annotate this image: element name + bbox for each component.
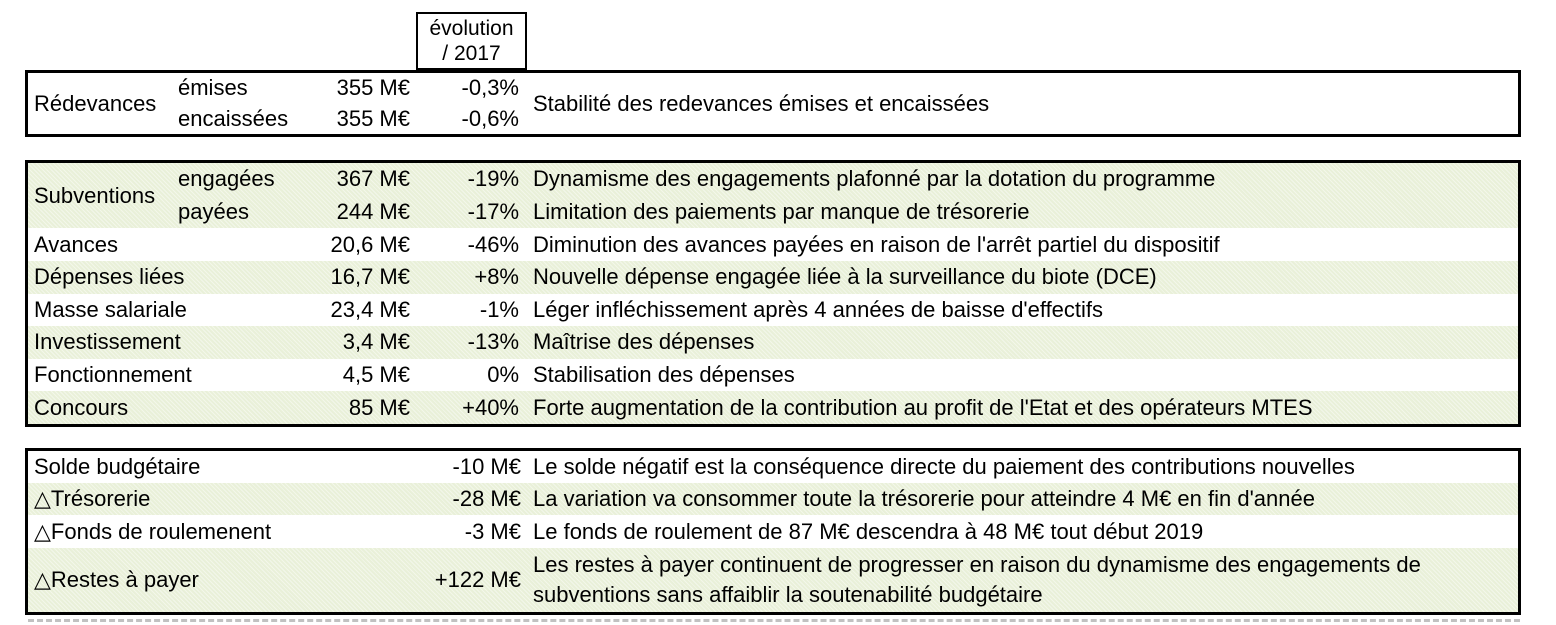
row-label: △Trésorerie — [34, 486, 151, 512]
table-row: Avances 20,6 M€ -46% Diminution des avan… — [28, 228, 1518, 261]
table-row: Masse salariale 23,4 M€ -1% Léger infléc… — [28, 293, 1518, 327]
row-comment: Le fonds de roulement de 87 M€ descendra… — [533, 518, 1204, 544]
row-comment: La variation va consommer toute la tréso… — [533, 486, 1315, 512]
subventions-subrows: engagées 367 M€ -19% Dynamisme des engag… — [178, 163, 1518, 228]
row-amount: +122 M€ — [434, 566, 521, 592]
table-row: Investissement 3,4 M€ -13% Maîtrise des … — [28, 326, 1518, 359]
row-amount: -3 M€ — [464, 518, 521, 544]
row-comment: Stabilisation des dépenses — [533, 362, 795, 388]
row-amount: 23,4 M€ — [330, 296, 411, 322]
row-label: Investissement — [34, 329, 181, 355]
row-comment: Forte augmentation de la contribution au… — [533, 394, 1313, 420]
table-row: payées 244 M€ -17% Limitation des paieme… — [178, 196, 1518, 229]
table-row: Fonctionnement 4,5 M€ 0% Stabilisation d… — [28, 358, 1518, 392]
row-label: △Fonds de roulemenent — [34, 518, 272, 544]
table-row-group: Subventions engagées 367 M€ -19% Dynamis… — [28, 163, 1518, 229]
row-label: Fonctionnement — [34, 362, 192, 388]
evolution-header-line2: / 2017 — [442, 42, 501, 65]
row-comment: Dynamisme des engagements plafonné par l… — [533, 166, 1216, 192]
row-label: Subventions — [34, 182, 156, 208]
row-comment: Le solde négatif est la conséquence dire… — [533, 454, 1355, 480]
row-amount: 16,7 M€ — [330, 264, 411, 290]
table-depenses: Subventions engagées 367 M€ -19% Dynamis… — [25, 160, 1521, 427]
row-sublabel: émises — [178, 75, 248, 101]
row-percent: 0% — [487, 362, 519, 388]
table-row: émises 355 M€ -0,3% — [178, 73, 527, 104]
row-amount: 355 M€ — [336, 75, 410, 101]
row-amount: 4,5 M€ — [342, 362, 410, 388]
row-percent: -0,3% — [461, 75, 519, 101]
row-sublabel: engagées — [178, 166, 275, 192]
page-break-dashed-line — [28, 619, 1520, 622]
row-comment: Diminution des avances payées en raison … — [533, 231, 1220, 257]
row-amount: 244 M€ — [336, 198, 410, 224]
row-amount: -10 M€ — [452, 454, 521, 480]
table-row: Dépenses liées 16,7 M€ +8% Nouvelle dépe… — [28, 260, 1518, 294]
row-percent: +8% — [474, 264, 519, 290]
row-percent: -1% — [479, 296, 519, 322]
row-label: Masse salariale — [34, 296, 187, 322]
row-comment: Stabilité des redevances émises et encai… — [533, 90, 990, 116]
row-amount: 3,4 M€ — [342, 329, 410, 355]
row-percent: -17% — [467, 198, 519, 224]
row-comment: Limitation des paiements par manque de t… — [533, 198, 1030, 224]
redevances-subrows: émises 355 M€ -0,3% encaissées 355 M€ -0… — [178, 73, 527, 134]
row-amount: -28 M€ — [452, 486, 521, 512]
row-label: Concours — [34, 394, 129, 420]
row-label: △Restes à payer — [34, 566, 199, 592]
row-comment: Léger infléchissement après 4 années de … — [533, 296, 1104, 322]
table-row: △Restes à payer +122 M€ Les restes à pay… — [28, 547, 1518, 613]
table-soldes: Solde budgétaire -10 M€ Le solde négatif… — [25, 448, 1521, 615]
table-row: encaissées 355 M€ -0,6% — [178, 104, 527, 135]
table-redevances: Rédevances émises 355 M€ -0,3% encaissée… — [25, 70, 1521, 137]
row-label: Rédevances — [34, 90, 157, 116]
row-amount: 367 M€ — [336, 166, 410, 192]
row-comment: Les restes à payer continuent de progres… — [533, 551, 1421, 607]
row-label: Avances — [34, 231, 118, 257]
evolution-header: évolution / 2017 — [416, 12, 527, 70]
row-comment: Nouvelle dépense engagée liée à la surve… — [533, 264, 1157, 290]
table-row: △Fonds de roulemenent -3 M€ Le fonds de … — [28, 515, 1518, 548]
row-percent: -46% — [467, 231, 519, 257]
row-sublabel: payées — [178, 198, 249, 224]
table-row: Solde budgétaire -10 M€ Le solde négatif… — [28, 451, 1518, 484]
row-label: Solde budgétaire — [34, 454, 201, 480]
evolution-header-line1: évolution — [429, 17, 514, 40]
row-percent: -13% — [467, 329, 519, 355]
row-comment: Maîtrise des dépenses — [533, 329, 755, 355]
row-percent: -19% — [467, 166, 519, 192]
table-row: △Trésorerie -28 M€ La variation va conso… — [28, 483, 1518, 516]
row-amount: 355 M€ — [336, 105, 410, 131]
row-percent: +40% — [462, 394, 519, 420]
table-row: Concours 85 M€ +40% Forte augmentation d… — [28, 391, 1518, 424]
row-amount: 85 M€ — [348, 394, 410, 420]
row-percent: -0,6% — [461, 105, 519, 131]
row-label: Dépenses liées — [34, 264, 185, 290]
row-amount: 20,6 M€ — [330, 231, 411, 257]
table-row: engagées 367 M€ -19% Dynamisme des engag… — [178, 163, 1518, 196]
row-sublabel: encaissées — [178, 105, 289, 131]
